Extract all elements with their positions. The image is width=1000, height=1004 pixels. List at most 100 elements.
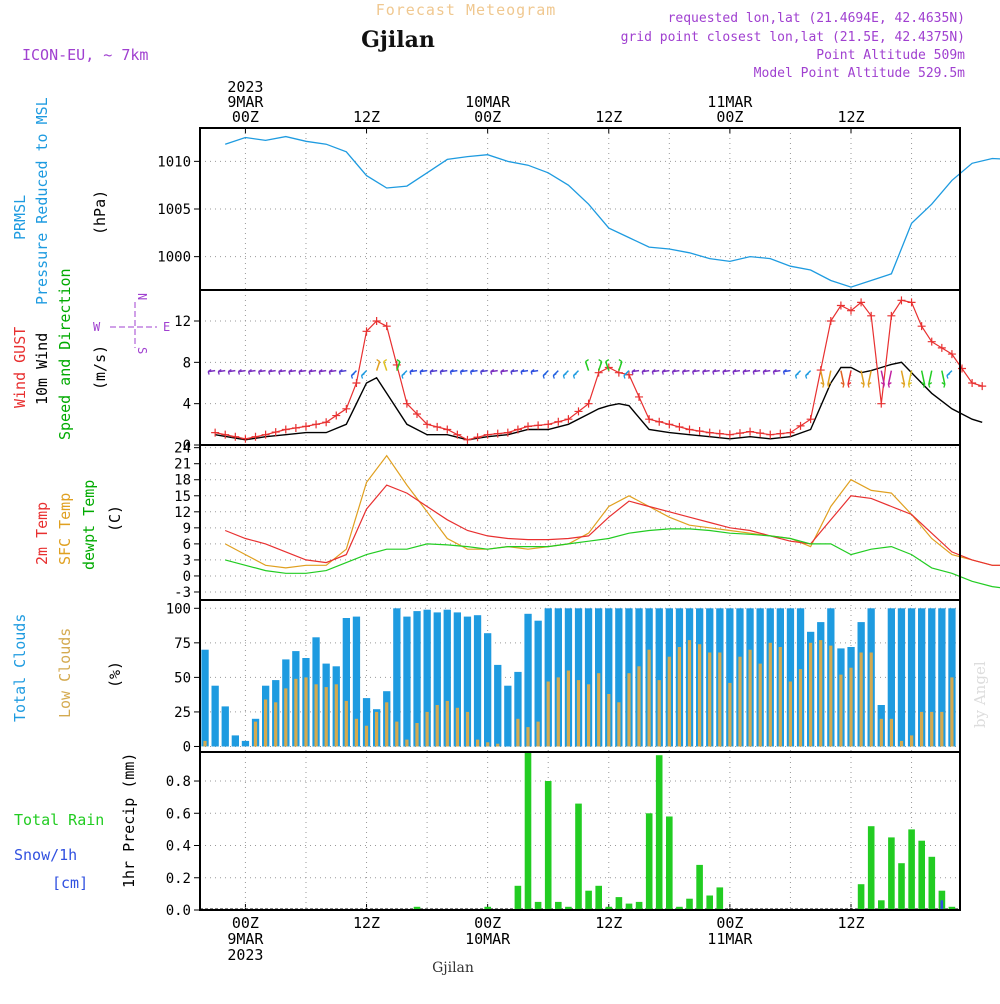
location-title: Gjilan xyxy=(361,27,435,53)
time-label-bottom: 10MAR xyxy=(465,930,511,948)
total-cloud-bar xyxy=(897,608,906,747)
total-cloud-bar xyxy=(453,612,461,747)
gust-marker xyxy=(402,399,411,408)
wind-arrow xyxy=(827,370,832,385)
low-cloud-bar xyxy=(566,670,570,747)
y-tick-label: 0.0 xyxy=(166,903,191,919)
gust-marker xyxy=(372,317,381,325)
wind-speed-line xyxy=(214,361,983,441)
gust-marker xyxy=(261,430,270,439)
low-cloud-bar xyxy=(839,674,843,747)
rain-bar xyxy=(544,781,552,910)
low-cloud-bar xyxy=(435,705,439,747)
low-cloud-bar xyxy=(738,656,742,747)
wind-arrow-head xyxy=(921,382,926,388)
wind-arrow-head xyxy=(772,369,777,375)
compass-south: S xyxy=(135,347,149,354)
y-tick-label: 0.8 xyxy=(166,774,191,790)
rain-bar xyxy=(565,906,572,910)
y-tick-label: 50 xyxy=(174,670,191,686)
low-cloud-bar xyxy=(274,702,278,747)
wind-arrow-head xyxy=(500,369,505,375)
gust-marker xyxy=(665,420,674,429)
wind-arrow-head xyxy=(217,369,222,375)
gust-marker xyxy=(877,399,886,408)
wind-gust-label: Wind GUST xyxy=(11,327,29,408)
gust-marker xyxy=(655,417,664,426)
wind-arrow xyxy=(847,370,852,385)
gust-marker xyxy=(493,429,502,438)
time-label-top: 12Z xyxy=(837,108,864,126)
total-cloud-bar xyxy=(938,608,946,747)
low-cloud-bar xyxy=(415,723,419,747)
wind-arrow-head xyxy=(562,373,567,379)
low-cloud-bar xyxy=(496,743,500,747)
gust-marker xyxy=(947,350,956,359)
total-cloud-bar xyxy=(726,608,734,747)
grid-point-coords: grid point closest lon,lat (21.5E, 42.43… xyxy=(621,30,965,45)
wind-arrow xyxy=(941,370,946,385)
gust-marker xyxy=(382,322,391,331)
rain-bar xyxy=(534,901,542,910)
wind-arrow-head xyxy=(598,359,603,365)
wind-arrow-head xyxy=(360,373,365,379)
low-cloud-bar xyxy=(809,642,813,747)
wind-arrow-head xyxy=(288,369,293,375)
temp-unit: (C) xyxy=(106,505,124,532)
low-cloud-bar xyxy=(728,682,732,747)
total-cloud-bar xyxy=(423,609,431,747)
low-cloud-bar xyxy=(264,699,268,747)
wind-arrow-head xyxy=(490,369,495,375)
wind-arrow xyxy=(920,370,926,385)
rain-bar xyxy=(625,903,633,910)
total-cloud-bar xyxy=(484,633,492,747)
rain-bar xyxy=(918,840,925,910)
time-label-bottom: 00Z xyxy=(474,914,501,932)
low-cloud-bar xyxy=(698,644,702,747)
compass-rose: W E N S xyxy=(93,293,170,354)
wind-arrow-head xyxy=(510,369,515,375)
low-cloud-bar xyxy=(829,645,833,747)
rain-bar xyxy=(413,906,421,910)
panel-frame xyxy=(199,444,961,601)
gust-marker xyxy=(281,425,290,434)
low-cloud-bar xyxy=(294,678,298,747)
gust-marker xyxy=(675,422,684,431)
y-tick-label: 9 xyxy=(183,521,191,537)
gust-marker xyxy=(917,322,926,331)
wind-arrow-head xyxy=(480,369,485,375)
y-tick-label: 18 xyxy=(174,473,191,489)
y-tick-label: 75 xyxy=(174,636,191,652)
wind-unit: (m/s) xyxy=(91,345,109,390)
gust-marker xyxy=(524,422,533,431)
gust-marker xyxy=(463,435,472,444)
rain-bar xyxy=(605,906,613,910)
rain-bar xyxy=(635,901,643,910)
gust-marker xyxy=(322,418,331,427)
rain-bar xyxy=(716,887,724,910)
wind-arrow xyxy=(928,370,933,385)
wind-arrow-head xyxy=(227,369,232,375)
y-tick-label: 3 xyxy=(183,553,191,569)
total-cloud-bar xyxy=(231,735,239,747)
gust-marker xyxy=(544,420,553,429)
total-cloud-bar xyxy=(574,608,583,747)
rain-bar xyxy=(555,901,562,910)
gust-marker xyxy=(897,296,906,305)
y-tick-label: 0.4 xyxy=(166,839,191,855)
wind-arrow-head xyxy=(782,369,787,375)
time-label-bottom: 12Z xyxy=(595,914,622,932)
wind-arrow-head xyxy=(328,369,333,375)
low-cloud-bar xyxy=(950,677,954,747)
clouds-panel: 0 25 50 75 100 xyxy=(166,599,961,755)
wind-arrow-head xyxy=(409,369,414,375)
time-label-bottom: 00Z xyxy=(232,914,259,932)
wind-arrow-head xyxy=(401,373,406,379)
total-cloud-bar xyxy=(362,698,371,747)
low-cloud-bar xyxy=(597,673,601,747)
wind-arrow-head xyxy=(907,382,912,388)
low-cloud-bar xyxy=(476,739,480,747)
rain-bar xyxy=(484,906,491,910)
gust-marker xyxy=(534,421,543,430)
